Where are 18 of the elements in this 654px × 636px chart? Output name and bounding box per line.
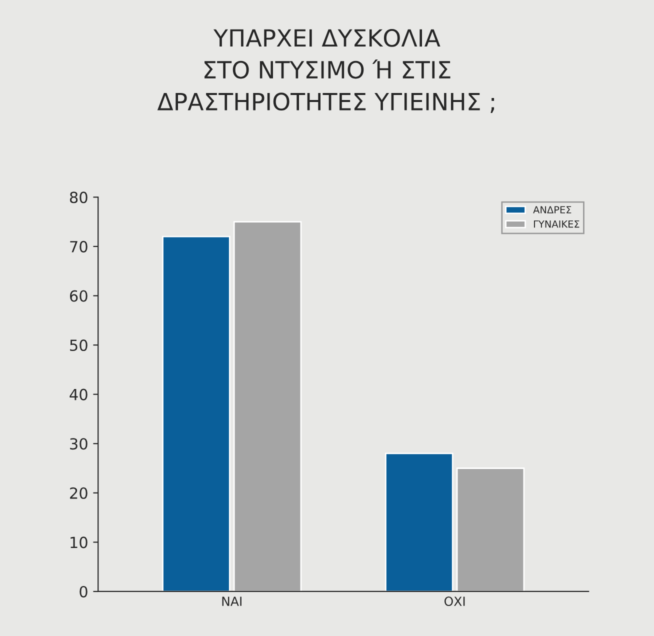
y-tick-label: 0 [80,586,88,598]
y-tick-label: 20 [70,487,88,499]
bar [233,221,302,592]
legend-label: ΓΥΝΑΙΚΕΣ [534,220,580,228]
x-tick-label: ΟΧΙ [444,596,465,606]
bar [456,468,525,592]
y-tick-label: 30 [70,438,88,450]
bar [385,452,454,592]
chart-title: ΥΠΑΡΧΕΙ ΔΥΣΚΟΛΙΑ ΣΤΟ ΝΤΥΣΙΜΟ Ή ΣΤΙΣ ΔΡΑΣΤΗΡΙΟΤΗΤΕΣ ΥΓΙΕΙΝΗΣ ; [157,29,494,113]
y-tick-label: 40 [70,388,88,400]
y-tick-label: 70 [70,240,88,252]
y-tick-label: 50 [70,339,88,352]
y-tick-label: 80 [70,192,88,204]
x-tick-label: ΝΑΙ [222,596,242,606]
y-tick-label: 10 [70,536,88,548]
bar [162,236,230,592]
legend-label: ΑΝΔΡΕΣ [533,206,572,214]
y-tick-label: 60 [70,290,88,302]
